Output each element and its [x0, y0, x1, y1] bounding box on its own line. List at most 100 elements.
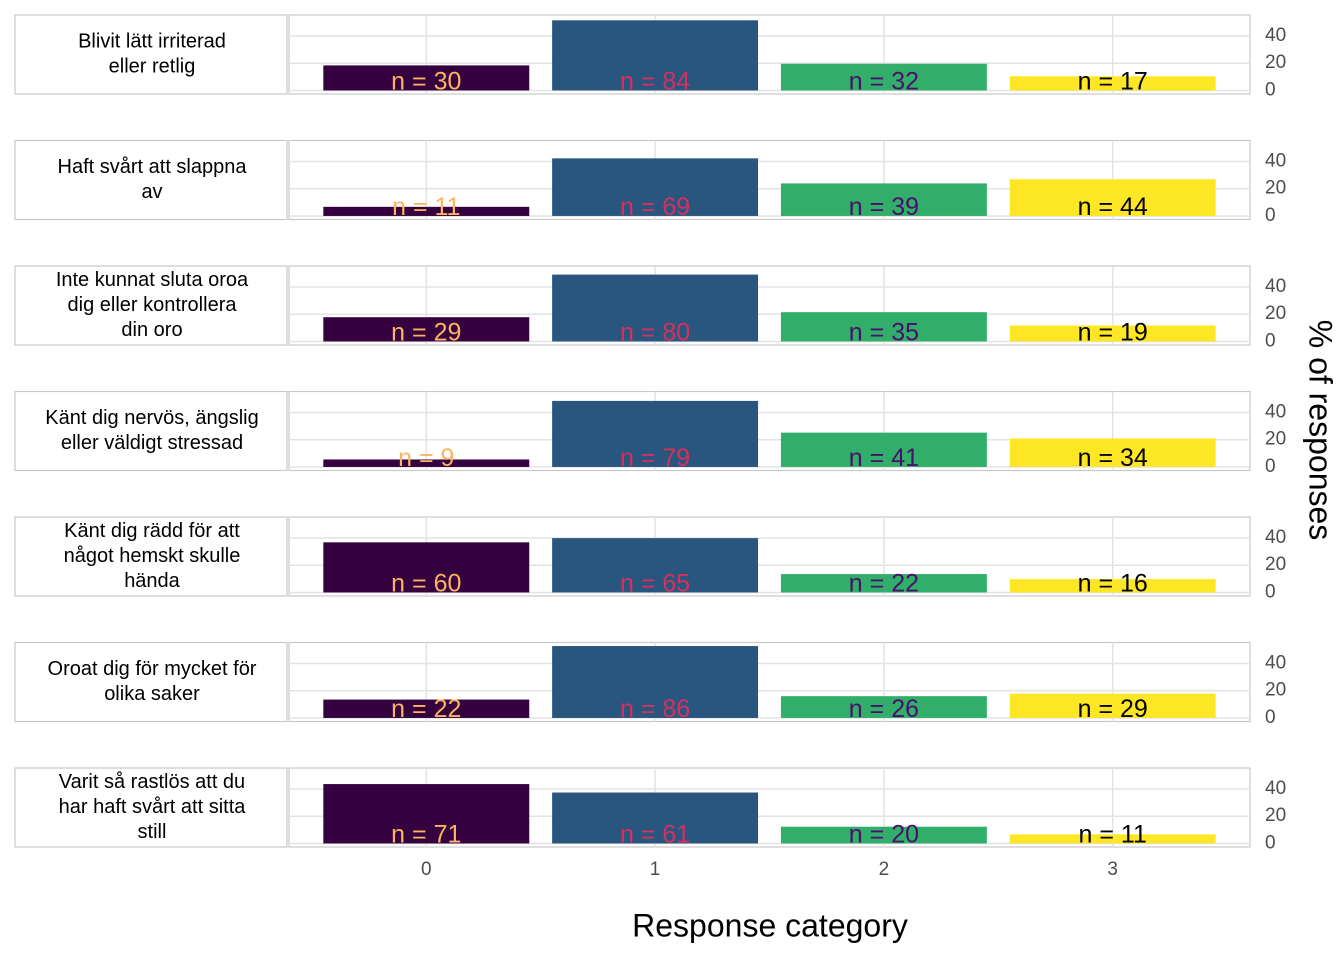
strip-box	[14, 516, 288, 597]
data-label: n = 29	[1078, 695, 1148, 723]
strip-label: något hemskt skulle	[64, 545, 241, 567]
strip-label: Känt dig nervös, ängslig	[45, 407, 258, 429]
y-tick-label: 20	[1265, 178, 1286, 199]
bar	[1009, 438, 1216, 467]
data-label: n = 30	[391, 68, 461, 96]
y-tick-label: 40	[1265, 527, 1286, 548]
data-label: n = 17	[1078, 68, 1148, 96]
y-tick-label: 0	[1265, 456, 1276, 477]
strip-box	[14, 139, 288, 221]
data-label: n = 71	[391, 821, 461, 849]
bar	[323, 459, 530, 467]
y-tick-label: 0	[1265, 79, 1276, 100]
bar	[323, 317, 530, 342]
strip-box	[14, 390, 288, 472]
x-axis-title: Response category	[632, 907, 908, 943]
data-label: n = 44	[1078, 193, 1148, 221]
data-label: n = 79	[620, 444, 690, 472]
y-tick-label: 0	[1265, 330, 1276, 351]
data-label: n = 86	[620, 695, 690, 723]
strip-label: olika saker	[104, 683, 200, 705]
bar	[780, 183, 987, 216]
y-tick-label: 20	[1265, 52, 1286, 73]
y-tick-label: 20	[1265, 554, 1286, 575]
data-label: n = 69	[620, 193, 690, 221]
y-tick-label: 40	[1265, 150, 1286, 171]
strip-label: still	[138, 821, 167, 843]
x-tick-label: 0	[421, 859, 432, 880]
data-label: n = 61	[620, 821, 690, 849]
strip-label: Inte kunnat sluta oroa	[56, 269, 249, 291]
bar	[552, 20, 759, 91]
strip-label: Känt dig rädd för att	[64, 520, 240, 542]
bar	[552, 274, 759, 342]
strip-label: Oroat dig för mycket för	[48, 658, 257, 680]
y-tick-label: 40	[1265, 778, 1286, 799]
strip-label: har haft svårt att sitta	[59, 796, 247, 818]
data-label: n = 22	[849, 570, 919, 598]
bar	[323, 206, 530, 216]
strip-label: hända	[124, 570, 180, 592]
strip-label: av	[141, 181, 162, 203]
data-label: n = 60	[391, 570, 461, 598]
data-label: n = 35	[849, 319, 919, 347]
y-axis-title: % of responses	[1303, 320, 1339, 541]
bar	[1009, 76, 1216, 91]
strip-box	[14, 265, 288, 346]
y-tick-label: 0	[1265, 707, 1276, 728]
y-tick-label: 40	[1265, 652, 1286, 673]
strip-box	[14, 14, 288, 95]
strip-label: dig eller kontrollera	[68, 294, 238, 316]
x-tick-label: 1	[650, 859, 661, 880]
bar	[1009, 693, 1216, 718]
x-tick-label: 3	[1107, 859, 1118, 880]
y-tick-label: 20	[1265, 303, 1286, 324]
y-tick-label: 40	[1265, 25, 1286, 46]
bar	[323, 65, 530, 91]
data-label: n = 16	[1078, 570, 1148, 598]
bar	[780, 826, 987, 844]
bar	[780, 312, 987, 342]
y-tick-label: 20	[1265, 680, 1286, 701]
data-label: n = 80	[620, 319, 690, 347]
strip-box	[14, 641, 288, 723]
strip-label: Varit så rastlös att du	[59, 771, 245, 793]
y-tick-label: 0	[1265, 581, 1276, 602]
data-label: n = 84	[620, 68, 690, 96]
bar	[552, 792, 759, 844]
bar	[323, 542, 530, 593]
y-tick-label: 0	[1265, 205, 1276, 226]
bar	[552, 400, 759, 467]
y-tick-label: 20	[1265, 805, 1286, 826]
bar	[780, 696, 987, 718]
y-tick-label: 0	[1265, 832, 1276, 853]
bar	[323, 784, 530, 844]
x-tick-label: 2	[879, 859, 890, 880]
data-label: n = 11	[392, 193, 460, 221]
bar	[1009, 325, 1216, 342]
bar	[1009, 834, 1216, 844]
strip-box	[14, 767, 288, 848]
data-label: n = 20	[849, 821, 919, 849]
data-label: n = 32	[849, 68, 919, 96]
y-tick-label: 40	[1265, 276, 1286, 297]
bar	[1009, 179, 1216, 216]
data-label: n = 11	[1079, 821, 1147, 849]
bar	[780, 574, 987, 593]
bar	[552, 158, 759, 216]
strip-label: Haft svårt att slappna	[58, 156, 248, 178]
bar	[780, 432, 987, 467]
y-tick-label: 40	[1265, 401, 1286, 422]
y-tick-label: 20	[1265, 429, 1286, 450]
data-label: n = 29	[391, 319, 461, 347]
strip-label: din oro	[121, 319, 182, 341]
data-label: n = 22	[391, 695, 461, 723]
data-label: n = 9	[398, 444, 454, 472]
data-label: n = 19	[1078, 319, 1148, 347]
bar	[1009, 579, 1216, 593]
bar	[780, 63, 987, 91]
bar	[552, 538, 759, 593]
data-label: n = 41	[849, 444, 919, 472]
strip-label: Blivit lätt irriterad	[78, 30, 226, 52]
